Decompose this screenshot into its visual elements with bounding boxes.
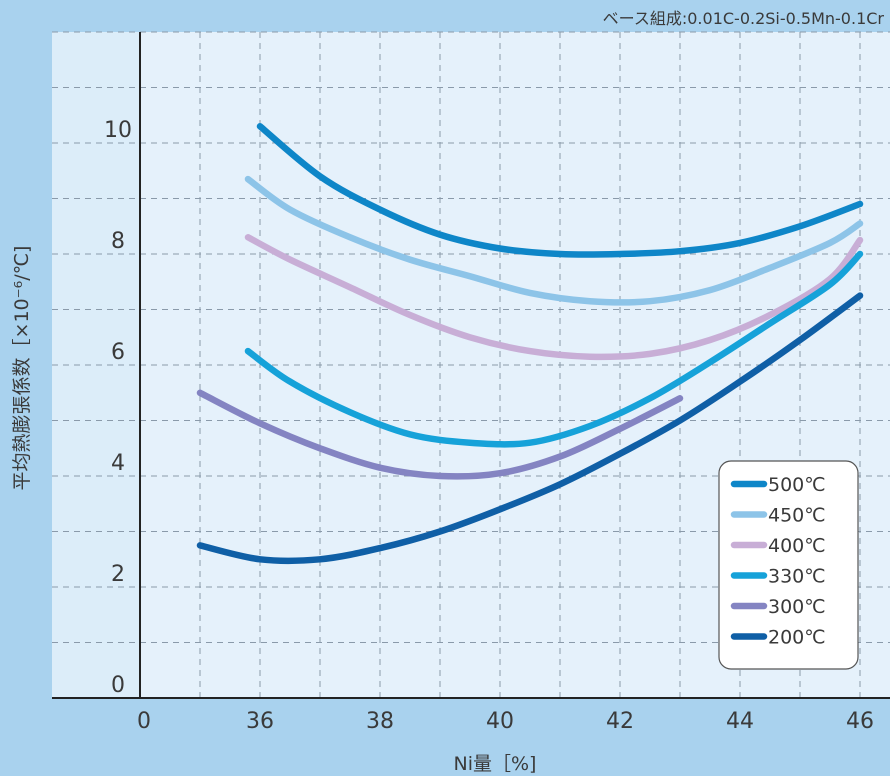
legend-label: 200℃ [768,627,826,649]
y-tick-label: 10 [104,118,132,143]
y-axis-label: 平均熱膨張係数［×10⁻⁶/℃] [11,246,33,491]
x-axis-label: Ni量［%] [454,753,537,775]
x-tick-label: 38 [366,709,394,734]
y-tick-label: 6 [111,340,125,365]
composition-note: ベース組成:0.01C-0.2Si-0.5Mn-0.1Cr [603,9,885,28]
series-line-5 [196,292,864,565]
grid-lines [52,31,890,698]
legend-label: 330℃ [768,566,826,588]
y-tick-label: 2 [111,562,125,587]
series-line-3 [244,250,864,448]
series-layer [196,123,864,565]
y-tick-label: 8 [111,229,125,254]
y-tick-labels: 0 2 4 6 8 10 [104,118,132,698]
series-line-2 [244,234,864,361]
legend-label: 500℃ [768,474,826,496]
series-line-1 [244,175,864,306]
x-tick-label: 46 [846,709,874,734]
series-line-0 [256,123,864,258]
series-line-4 [196,389,684,480]
legend-label: 400℃ [768,535,826,557]
legend-label: 300℃ [768,596,826,618]
legend: 500℃ 450℃ 400℃ 330℃ 300℃ 200℃ [718,460,859,670]
x-tick-label: 36 [246,709,274,734]
x-tick-labels: 0 36 38 40 42 44 46 [137,709,874,734]
legend-label: 450℃ [768,505,826,527]
y-tick-label: 4 [111,451,125,476]
x-tick-label: 40 [486,709,514,734]
y-tick-label: 0 [111,673,125,698]
x-tick-label: 44 [726,709,754,734]
x-tick-label: 0 [137,709,151,734]
x-tick-label: 42 [606,709,634,734]
